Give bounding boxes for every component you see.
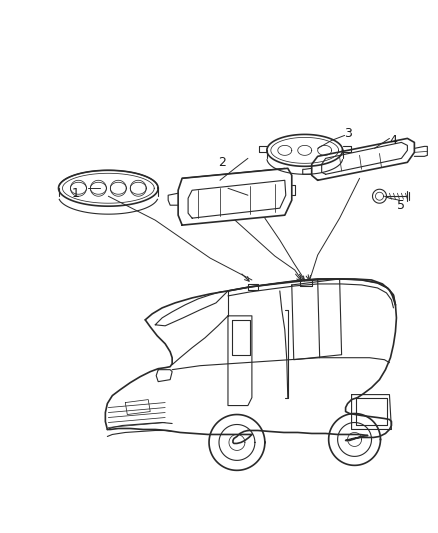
Text: 5: 5 <box>397 199 406 212</box>
Text: 2: 2 <box>218 156 226 169</box>
Text: 4: 4 <box>389 134 397 147</box>
Text: 1: 1 <box>71 187 79 200</box>
Text: 3: 3 <box>344 127 352 140</box>
